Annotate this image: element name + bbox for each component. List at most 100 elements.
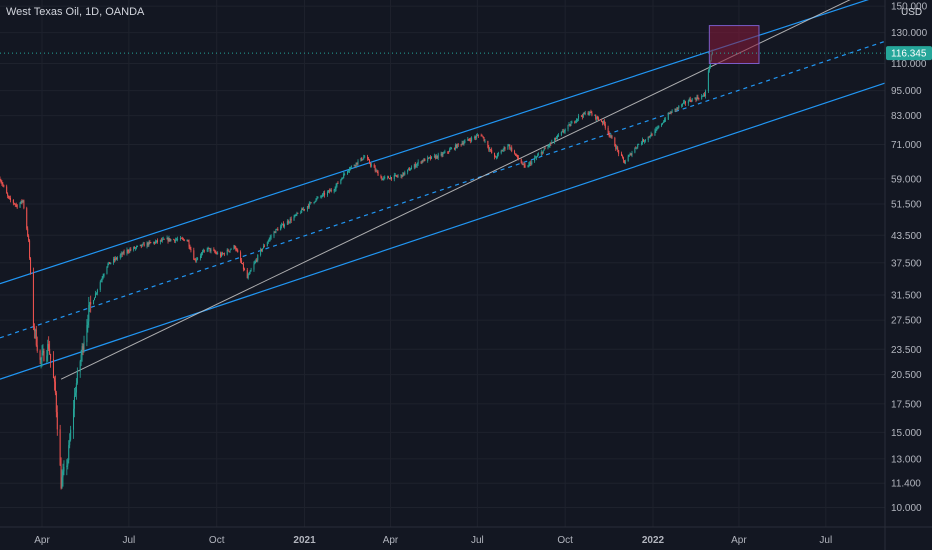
candle-body bbox=[689, 99, 691, 102]
candle-body bbox=[647, 136, 649, 141]
candle-body bbox=[651, 133, 653, 136]
candle-body bbox=[52, 359, 54, 379]
candle-body bbox=[157, 240, 159, 243]
candle-body bbox=[197, 258, 199, 260]
time-axis[interactable]: Apr Jul Oct 2021 Apr Jul Oct 2022 Apr Jul bbox=[0, 526, 932, 546]
candle-body bbox=[534, 157, 536, 162]
candle-body bbox=[602, 120, 604, 123]
candle-body bbox=[704, 94, 706, 96]
candle-body bbox=[608, 132, 610, 136]
y-tick-label: 17.500 bbox=[891, 399, 922, 410]
candle-body bbox=[81, 346, 83, 355]
candle-body bbox=[213, 249, 215, 251]
candle-body bbox=[270, 236, 272, 238]
candle-body bbox=[20, 200, 22, 204]
candle-body bbox=[360, 157, 362, 162]
candle-body bbox=[527, 166, 529, 168]
candle-body bbox=[483, 137, 485, 141]
candle-body bbox=[106, 266, 108, 274]
candle-body bbox=[177, 239, 179, 240]
candle-body bbox=[308, 202, 310, 207]
candle-body bbox=[568, 124, 570, 126]
x-tick-label: 2021 bbox=[293, 535, 316, 546]
candle-body bbox=[515, 154, 517, 156]
candle-body bbox=[380, 175, 382, 178]
candle-body bbox=[1, 182, 3, 184]
candle-body bbox=[147, 242, 149, 246]
candle-body bbox=[139, 244, 141, 246]
candle-body bbox=[248, 272, 250, 276]
candle-body bbox=[675, 108, 677, 110]
candle-body bbox=[416, 163, 418, 166]
candle-body bbox=[30, 258, 32, 273]
candle-body bbox=[417, 161, 419, 164]
candle-body bbox=[582, 112, 584, 117]
candle-body bbox=[668, 112, 670, 114]
candle-body bbox=[133, 247, 135, 250]
candle-body bbox=[208, 247, 210, 249]
candle-body bbox=[610, 135, 612, 137]
candle-body bbox=[343, 173, 345, 179]
candle-body bbox=[215, 252, 217, 254]
candle-body bbox=[475, 135, 477, 138]
candle-body bbox=[216, 252, 218, 254]
candle-body bbox=[561, 130, 563, 132]
candle-body bbox=[141, 244, 143, 247]
candle-body bbox=[473, 137, 475, 139]
candle-body bbox=[67, 460, 69, 466]
candle-body bbox=[637, 144, 639, 148]
y-tick-label: 71.000 bbox=[891, 140, 922, 151]
candle-body bbox=[662, 122, 664, 125]
candle-body bbox=[256, 260, 258, 261]
candle-body bbox=[676, 107, 678, 110]
candle-body bbox=[227, 249, 229, 252]
candle-body bbox=[236, 249, 238, 251]
candle-body bbox=[541, 151, 543, 154]
candle-body bbox=[348, 169, 350, 171]
candle-body bbox=[530, 162, 532, 165]
candle-body bbox=[73, 395, 75, 409]
target-zone[interactable] bbox=[708, 25, 760, 64]
candle-body bbox=[153, 242, 155, 243]
candle-body bbox=[649, 136, 651, 138]
y-tick-label: 43.500 bbox=[891, 231, 922, 242]
x-tick-label: Jul bbox=[819, 535, 832, 546]
candle-body bbox=[375, 170, 377, 172]
candle-body bbox=[695, 98, 697, 100]
candle-body bbox=[43, 350, 45, 361]
candle-body bbox=[631, 152, 633, 156]
candle-body bbox=[563, 131, 565, 133]
candle-body bbox=[9, 197, 11, 199]
candle-body bbox=[413, 164, 415, 168]
candle-body bbox=[460, 144, 462, 146]
candle-body bbox=[449, 149, 451, 152]
candle-body bbox=[354, 165, 356, 167]
candle-body bbox=[330, 190, 332, 191]
candle-body bbox=[658, 125, 660, 128]
candle-body bbox=[557, 135, 559, 138]
candle-body bbox=[126, 249, 128, 254]
price-axis[interactable]: 10.000 11.400 13.000 15.000 17.500 20.500 23.5… bbox=[884, 0, 928, 550]
candle-body bbox=[154, 242, 156, 244]
x-tick-label: Apr bbox=[34, 535, 50, 546]
candle-body bbox=[220, 253, 222, 257]
candle-body bbox=[115, 257, 117, 260]
candle-body bbox=[290, 218, 292, 221]
candle-body bbox=[557, 134, 559, 136]
last-price-tag: 116.345 bbox=[886, 46, 932, 61]
candle-body bbox=[241, 260, 243, 264]
candle-body bbox=[136, 246, 138, 248]
candle-body bbox=[604, 124, 606, 128]
candle-body bbox=[221, 253, 223, 255]
y-tick-label: 83.000 bbox=[891, 111, 922, 122]
candle-body bbox=[430, 157, 432, 159]
candle-body bbox=[705, 90, 707, 96]
candle-body bbox=[22, 200, 24, 202]
candle-body bbox=[509, 145, 511, 149]
candle-body bbox=[110, 262, 112, 264]
candle-body bbox=[50, 353, 52, 360]
candle-body bbox=[8, 195, 10, 198]
candle-body bbox=[173, 239, 175, 241]
candle-body bbox=[468, 138, 470, 140]
